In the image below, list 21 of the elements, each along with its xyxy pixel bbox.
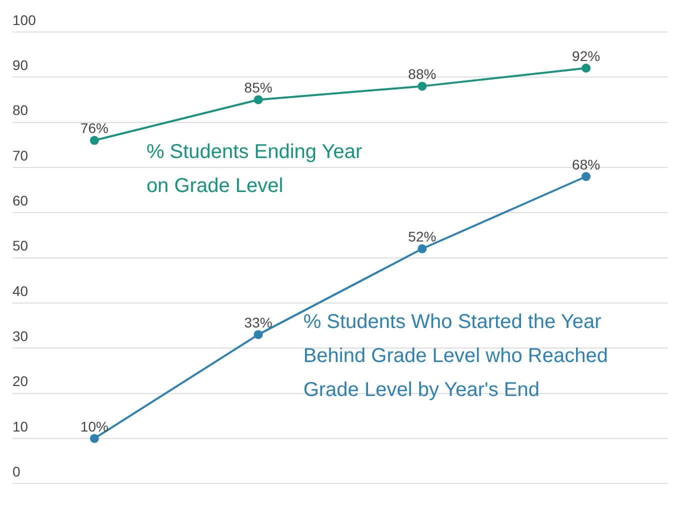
data-label: 88% — [408, 66, 436, 82]
y-tick-label: 60 — [12, 192, 28, 208]
y-tick-label: 50 — [12, 238, 28, 254]
data-label: 33% — [244, 314, 272, 330]
series-label: % Students Who Started the Year Behind Grade Level who Reached Grade Level by Year's End — [303, 311, 608, 402]
y-tick-label: 90 — [12, 57, 28, 74]
data-label: 52% — [408, 228, 436, 245]
data-label: 10% — [80, 418, 108, 434]
series-label: % Students Ending Year on Grade Level — [146, 140, 362, 197]
y-tick-label: 80 — [12, 102, 28, 118]
y-tick-label: 20 — [12, 373, 28, 390]
y-tick-label: 0 — [12, 463, 20, 480]
y-tick-label: 30 — [12, 328, 28, 344]
y-tick-label: 100 — [12, 12, 36, 28]
y-tick-label: 70 — [12, 147, 28, 164]
y-tick-label: 40 — [12, 282, 28, 299]
data-label: 92% — [572, 48, 600, 64]
y-tick-label: 10 — [12, 418, 28, 434]
data-label: 85% — [244, 80, 272, 96]
data-label: 68% — [572, 156, 600, 172]
data-label: 76% — [80, 120, 108, 136]
